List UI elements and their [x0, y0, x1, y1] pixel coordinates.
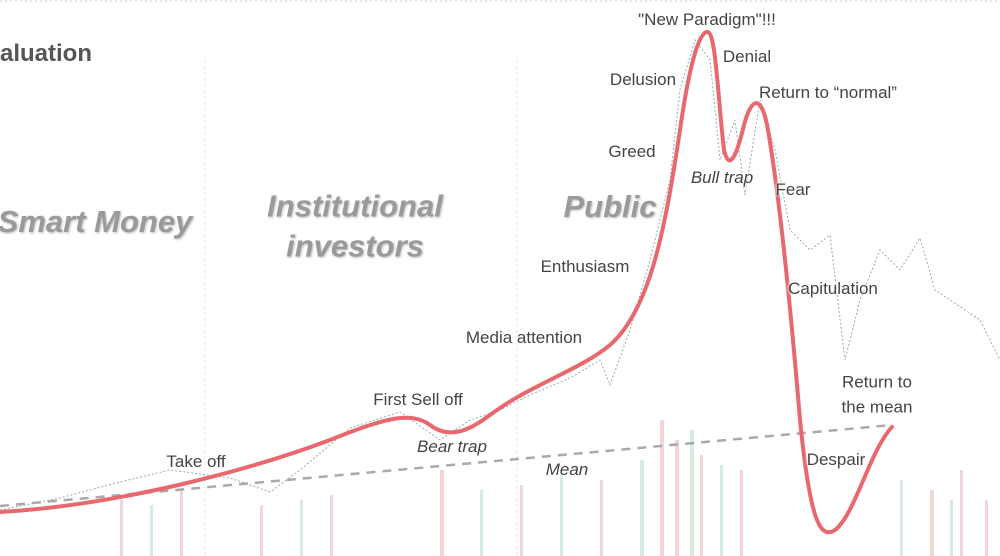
- phase-label: Denial: [722, 47, 772, 66]
- phase-label: "New Paradigm"!!!: [638, 10, 776, 29]
- phase-label: Take off: [166, 452, 226, 471]
- volume-bars: [150, 430, 953, 556]
- title: aluation: [0, 40, 93, 67]
- price-trace: [0, 38, 1000, 511]
- phase-label: Bull trap: [690, 168, 754, 187]
- zone-label: Public: [563, 188, 657, 224]
- phase-label: Return to “normal”: [759, 83, 897, 102]
- phase-label: Bear trap: [417, 437, 487, 456]
- phase-label: Despair: [806, 450, 866, 469]
- zone-label: Institutional investors: [267, 188, 443, 264]
- phase-label: Fear: [775, 180, 811, 199]
- phase-label: Mean: [545, 460, 589, 479]
- zone-label: Smart Money: [0, 203, 193, 239]
- cycle-curve: [0, 30, 894, 535]
- phase-label: Media attention: [465, 328, 583, 347]
- phase-label: First Sell off: [373, 390, 463, 409]
- volume-bars: [120, 420, 988, 556]
- phase-label: Return to the mean: [841, 372, 913, 416]
- phase-label: Greed: [608, 142, 656, 161]
- phase-label: Capitulation: [788, 279, 878, 298]
- phase-label: Delusion: [609, 70, 677, 89]
- phase-label: Enthusiasm: [540, 257, 630, 276]
